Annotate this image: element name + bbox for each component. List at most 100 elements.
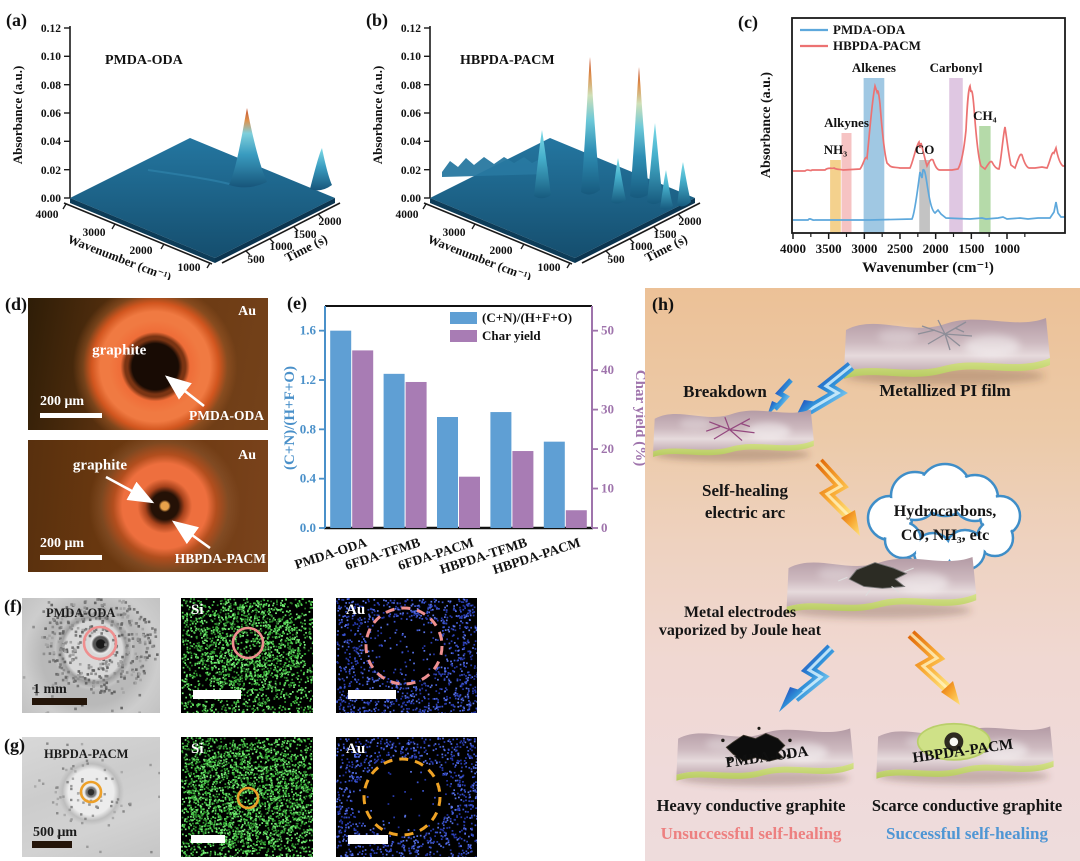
z-tick: 0.08 [401, 80, 421, 92]
legend-label-hbpda: HBPDA-PACM [833, 38, 921, 53]
bar-ratio [543, 441, 565, 528]
step-breakdown: Breakdown [683, 382, 767, 401]
peak [677, 162, 691, 207]
panel-a-label: (a) [6, 10, 27, 30]
y-tick: 500 [607, 254, 625, 266]
bar-chart-char-yield: 0.00.40.81.21.601020304050PMDA-ODA6FDA-T… [282, 305, 648, 577]
band-label: Carbonyl [930, 60, 983, 75]
x-axis-label: Wavenumber (cm⁻¹) [862, 260, 994, 276]
peak [660, 170, 673, 210]
x-ticks [62, 203, 211, 269]
panel-b-label: (b) [366, 10, 388, 30]
z-tick: 0.00 [401, 193, 421, 205]
ftir-spectra-plot: NH₃ Alkynes Alkenes CO Carbonyl CH₄ 4000 3500 3… [759, 17, 1066, 276]
surface-edge-right [215, 198, 335, 263]
z-tick: 0.12 [41, 23, 61, 35]
z-tick: 0.12 [401, 23, 421, 35]
y-tick: 1500 [294, 229, 317, 241]
lightning-blue-pmda [779, 644, 835, 712]
scale-text: 1 mm [33, 682, 67, 697]
y-axis-label: Absorbance (a.u.) [759, 72, 774, 179]
gas-cloud [866, 462, 1022, 588]
band-labels: NH₃ Alkynes Alkenes CO Carbonyl CH₄ [824, 60, 997, 157]
eds-map-si-hbpda [181, 737, 313, 857]
z-tick: 0.10 [41, 51, 61, 63]
panel-c-label: (c) [738, 12, 758, 32]
ridge-trail [147, 169, 234, 186]
svg-text:30: 30 [601, 402, 614, 417]
svg-text:50: 50 [601, 323, 614, 338]
band-label: Alkynes [824, 115, 869, 130]
x-ticks: 4000 3500 3000 2500 2000 1500 1000 [780, 233, 1026, 256]
self-healing-schematic: (h) [645, 288, 1080, 861]
x-tick: 3000 [443, 227, 466, 239]
scale-bar [348, 690, 396, 699]
lightning-orange-arc [815, 458, 860, 536]
x-tick: 2000 [130, 245, 153, 257]
z-tick: 0.08 [41, 80, 61, 92]
legend-label-pmda: PMDA-ODA [833, 22, 906, 37]
annotation-arrows [105, 475, 211, 550]
bar-ratio [490, 412, 512, 528]
svg-text:10: 10 [601, 481, 614, 496]
au-label: Au [238, 448, 256, 463]
graphite-label: graphite [72, 457, 128, 474]
z-tick: 0.06 [401, 108, 421, 120]
scale-text: 200 μm [40, 394, 85, 409]
si-label: Si [191, 741, 204, 757]
z-ticks [424, 27, 430, 199]
eds-si-overlay: Si [181, 598, 313, 713]
eds-au-overlay: Au [336, 598, 477, 713]
cloud-text-line2: CO, NH₃, etc [900, 527, 990, 544]
svg-text:(C+N)/(H+F+O): (C+N)/(H+F+O) [482, 310, 572, 325]
healed-core [949, 737, 959, 747]
band-label: Alkenes [852, 60, 896, 75]
outcome-unsuccessful: Unsuccessful self-healing [660, 824, 842, 843]
x-tick: 1000 [178, 262, 201, 274]
x-tick: 2000 [490, 245, 513, 257]
plot-frame [791, 17, 1066, 234]
sample-label: PMDA-ODA [46, 606, 116, 620]
svg-text:0.4: 0.4 [300, 471, 317, 486]
lightning-orange-hbpda [907, 630, 960, 705]
svg-text:4000: 4000 [780, 241, 806, 256]
svg-text:3000: 3000 [851, 241, 877, 256]
peak-main [229, 108, 267, 188]
film-breakdown [653, 409, 814, 461]
panel-d-label: (d) [5, 294, 27, 314]
step-vapor-line2: vaporized by Joule heat [658, 622, 822, 639]
surface-plot-hbpda-pacm: 0.12 0.10 0.08 0.06 0.04 0.02 0.00 Absor… [370, 23, 702, 280]
svg-text:(C+N)/(H+F+O): (C+N)/(H+F+O) [282, 366, 298, 470]
step-arc-line1: Self-healing [702, 481, 788, 500]
eds-map-au-pmda [336, 598, 477, 713]
graphite-specks [721, 726, 792, 761]
surface-edge-left [70, 198, 215, 263]
schematic-graphics [645, 288, 1080, 861]
bar-ratio [437, 417, 458, 528]
scale-text: 500 μm [33, 825, 78, 840]
scale-bar [32, 841, 72, 848]
au-label: Au [238, 304, 256, 319]
svg-text:40: 40 [601, 362, 614, 377]
scale-bar [40, 555, 102, 560]
scale-bar [191, 835, 225, 843]
y-tick: 500 [247, 254, 265, 266]
bar-ratio [383, 373, 405, 528]
y-tick: 1000 [270, 241, 293, 253]
peak [647, 123, 663, 205]
electrode-streaks [837, 567, 914, 597]
y-axis [581, 202, 701, 264]
scale-bar [32, 698, 87, 705]
y-tick: 2000 [679, 216, 702, 228]
svg-text:0.8: 0.8 [300, 421, 317, 436]
sem-image-pmda-oda: PMDA-ODA 1 mm [22, 598, 160, 713]
damage-circle [79, 780, 103, 804]
svg-text:1500: 1500 [958, 241, 984, 256]
eds-au-overlay: Au [336, 737, 477, 857]
z-axis-label: Absorbance (a.u.) [10, 66, 25, 165]
bar-char-yield [512, 451, 534, 528]
sample-title: PMDA-ODA [105, 53, 184, 68]
bar-char-yield [352, 350, 374, 528]
x-tick: 3000 [83, 227, 106, 239]
